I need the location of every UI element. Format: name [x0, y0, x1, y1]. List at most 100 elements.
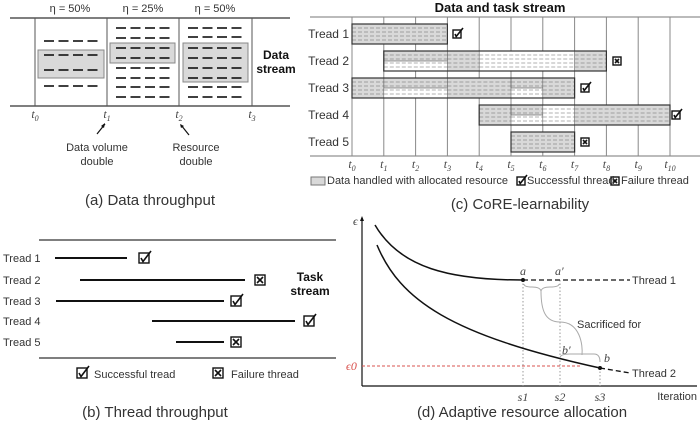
- time-label: t0: [31, 107, 38, 123]
- arrowhead-icon: [101, 123, 105, 128]
- arrowhead-icon: [180, 124, 184, 128]
- thread-bar-outline: [510, 131, 576, 153]
- time-label: t1: [380, 157, 387, 173]
- x-axis-label: Iteration: [657, 391, 697, 403]
- legend-data-label: Data handled with allocated resource: [327, 175, 508, 187]
- thread-label: Tread 3: [308, 81, 349, 95]
- data-segment: [542, 105, 575, 125]
- time-label: t6: [539, 157, 546, 173]
- icon-box: [671, 110, 681, 120]
- thread-2-projection: [599, 367, 631, 374]
- thread-bar-outline: [478, 104, 671, 126]
- data-segment: [574, 51, 607, 71]
- caption-c: (c) CoRE-learnability: [451, 196, 590, 213]
- panel-c-core-learnability: Data and task stream t0 t1 t2 t3 t4 t5 t6 t7 t8 t…: [308, 0, 700, 213]
- time-label: t1: [103, 107, 110, 123]
- point-a-label: a: [520, 264, 526, 278]
- legend-success-label: Successful tread: [94, 369, 175, 381]
- time-label: t2: [175, 107, 182, 123]
- legend-failure-label: Failure thread: [231, 369, 299, 381]
- s3-label: s3: [595, 390, 606, 404]
- thread-label: Tread 2: [3, 275, 41, 287]
- point-a: [521, 278, 525, 282]
- panel-d-adaptive-resource-allocation: ϵ Iteration ϵ0 a a′ b′ b Sacrificed for …: [346, 214, 697, 421]
- check-mark: [140, 250, 152, 263]
- data-segment: [447, 78, 511, 98]
- icon-box: [230, 295, 242, 307]
- time-label: t2: [412, 157, 419, 173]
- y-axis-label: ϵ: [353, 214, 359, 228]
- icon-box: [138, 252, 150, 264]
- thread-label: Tread 1: [3, 253, 41, 265]
- check-box-icon: [303, 313, 317, 327]
- cross-mark: [614, 58, 620, 64]
- s1-label: s1: [518, 390, 529, 404]
- thread-bar: [383, 50, 607, 72]
- sacrifice-brace: [523, 283, 601, 363]
- efficiency-label: η = 50%: [50, 3, 91, 15]
- data-stream-label: stream: [256, 62, 295, 76]
- allocated-half-segment: [383, 77, 448, 89]
- cross-box-icon: [230, 336, 242, 348]
- thread-bar: [351, 77, 576, 99]
- allocated-half-segment: [510, 77, 544, 89]
- panel-a-data-throughput: η = 50% η = 25% η = 50% Data stream t0 t1…: [10, 3, 296, 209]
- data-stream-label: Data: [263, 48, 289, 62]
- icon-box: [76, 367, 88, 379]
- allocated-half-segment: [383, 50, 448, 62]
- data-segment: [511, 132, 575, 152]
- allocated-half-segment: [510, 104, 544, 116]
- check-mark: [305, 313, 317, 326]
- cross-box-icon: [580, 137, 590, 147]
- data-segment: [447, 51, 480, 71]
- legend-allocated-swatch: [310, 176, 326, 186]
- icon-box: [580, 83, 590, 93]
- annotation-data-volume: Data volume: [66, 142, 128, 154]
- time-label: t5: [507, 157, 514, 173]
- check-box-icon: [230, 293, 244, 307]
- cross-box-icon: [610, 176, 620, 186]
- sacrificed-for-label: Sacrificed for: [577, 319, 642, 331]
- thread-bar: [351, 23, 449, 45]
- task-stream-label: Task: [297, 270, 324, 284]
- check-mark: [454, 27, 464, 38]
- thread-bar-outline: [351, 77, 576, 99]
- data-segment: [574, 105, 670, 125]
- check-box-icon: [76, 365, 90, 379]
- cross-mark: [582, 139, 588, 145]
- data-segment: [479, 51, 575, 71]
- time-label: t8: [603, 157, 610, 173]
- check-box-icon: [671, 108, 683, 120]
- task-stream-label: stream: [290, 284, 329, 298]
- caption-a: (a) Data throughput: [85, 192, 216, 209]
- data-segment: [352, 78, 384, 98]
- time-label: t10: [664, 157, 675, 173]
- data-segment: [352, 24, 448, 44]
- chart-title: Data and task stream: [435, 0, 566, 15]
- cross-mark: [232, 338, 240, 346]
- time-label: t7: [571, 157, 579, 173]
- point-b-prime-label: b′: [562, 343, 571, 357]
- threshold-label: ϵ0: [346, 359, 357, 373]
- cross-box-icon: [254, 274, 266, 286]
- annotation-resource: Resource: [172, 142, 219, 154]
- time-label: t0: [348, 157, 355, 173]
- check-mark: [582, 81, 592, 92]
- icon-box: [452, 29, 462, 39]
- allocated-resource-box: [182, 42, 249, 83]
- thread-1-label: Thread 1: [632, 275, 676, 287]
- thread-1-curve: [374, 224, 524, 281]
- annotation-resource: double: [179, 156, 212, 168]
- time-label: t3: [444, 157, 451, 173]
- caption-b: (b) Thread throughput: [82, 404, 228, 421]
- thread-label: Tread 5: [308, 135, 349, 149]
- check-mark: [232, 293, 244, 306]
- data-segment: [542, 78, 575, 98]
- cross-mark: [214, 369, 222, 377]
- check-mark: [673, 108, 683, 119]
- cross-box-icon: [612, 56, 622, 66]
- thread-label: Tread 2: [308, 54, 349, 68]
- thread-label: Tread 4: [3, 316, 41, 328]
- y-axis-arrow-icon: [360, 216, 364, 221]
- icon-box: [303, 315, 315, 327]
